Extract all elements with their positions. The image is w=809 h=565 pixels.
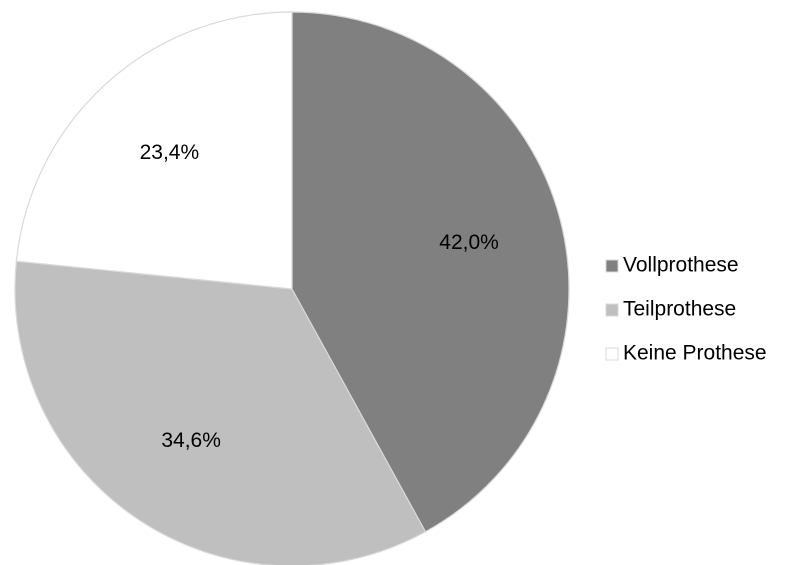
legend-swatch	[605, 303, 619, 317]
data-label: 23,4%	[140, 141, 200, 164]
pie-slice	[291, 11, 570, 533]
data-label: 42,0%	[439, 231, 499, 254]
legend-label: Teilprothese	[623, 298, 736, 321]
data-label: 34,6%	[161, 429, 221, 452]
pie-slice	[15, 11, 293, 290]
legend-swatch	[605, 347, 619, 361]
legend-label: Vollprothese	[623, 254, 739, 277]
pie-slice	[14, 260, 427, 565]
legend-swatch	[605, 259, 619, 273]
legend-label: Keine Prothese	[623, 342, 767, 365]
